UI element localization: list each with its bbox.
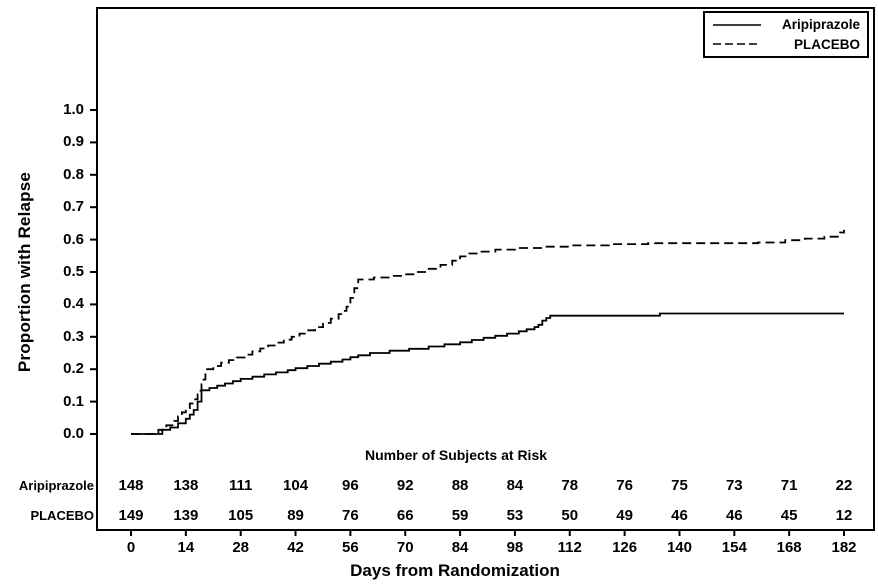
y-tick-label: 0.3 xyxy=(63,327,84,345)
y-tick-label: 0.1 xyxy=(63,392,84,410)
risk-count-aripiprazole: 75 xyxy=(671,477,688,494)
risk-count-aripiprazole: 78 xyxy=(561,477,579,494)
y-tick-label: 0.4 xyxy=(63,295,84,313)
risk-count-placebo: 12 xyxy=(835,507,853,524)
risk-count-placebo: 149 xyxy=(118,507,144,524)
risk-count-placebo: 66 xyxy=(396,507,414,524)
y-tick-label: 0.0 xyxy=(63,425,84,442)
y-axis-title: Proportion with Relapse xyxy=(15,171,34,373)
risk-count-placebo: 46 xyxy=(725,507,743,524)
risk-count-placebo: 53 xyxy=(506,507,524,524)
risk-count-placebo: 76 xyxy=(342,507,359,524)
risk-row-label-placebo: PLACEBO xyxy=(30,508,94,523)
x-tick-label: 168 xyxy=(776,539,802,556)
x-tick-label: 140 xyxy=(666,539,692,556)
risk-count-aripiprazole: 148 xyxy=(118,477,144,494)
risk-count-aripiprazole: 138 xyxy=(173,477,199,494)
x-tick-label: 126 xyxy=(612,539,638,556)
x-tick-label: 56 xyxy=(342,539,359,556)
x-tick-label: 154 xyxy=(721,539,747,556)
legend: Aripiprazole PLACEBO xyxy=(703,11,869,58)
risk-count-aripiprazole: 71 xyxy=(780,477,798,494)
risk-count-placebo: 105 xyxy=(228,507,254,524)
risk-count-placebo: 50 xyxy=(561,507,579,524)
x-tick-label: 0 xyxy=(126,539,136,556)
y-tick-label: 0.7 xyxy=(63,198,84,216)
risk-count-placebo: 59 xyxy=(451,507,469,524)
y-tick-label: 0.2 xyxy=(63,360,84,378)
x-tick-label: 42 xyxy=(287,539,304,556)
x-tick-label: 70 xyxy=(396,539,414,556)
risk-count-aripiprazole: 111 xyxy=(229,477,253,494)
risk-count-aripiprazole: 22 xyxy=(835,477,853,494)
legend-solid-line-icon xyxy=(713,24,761,26)
risk-count-aripiprazole: 92 xyxy=(396,477,414,494)
legend-label-aripiprazole: Aripiprazole xyxy=(781,17,860,33)
risk-count-placebo: 45 xyxy=(780,507,798,524)
x-tick-label: 28 xyxy=(232,539,250,556)
risk-row-label-aripiprazole: Aripiprazole xyxy=(18,478,94,493)
y-tick-label: 0.5 xyxy=(63,263,84,280)
risk-count-aripiprazole: 88 xyxy=(451,477,469,494)
x-tick-label: 84 xyxy=(451,539,469,556)
risk-count-placebo: 139 xyxy=(173,507,199,524)
y-tick-label: 0.9 xyxy=(63,133,84,151)
risk-count-aripiprazole: 84 xyxy=(506,477,524,494)
risk-count-aripiprazole: 104 xyxy=(283,477,309,494)
risk-count-aripiprazole: 73 xyxy=(725,477,743,494)
plot-frame xyxy=(96,7,875,531)
risk-count-aripiprazole: 76 xyxy=(616,477,633,494)
y-tick-label: 0.6 xyxy=(63,230,84,248)
legend-entry-aripiprazole: Aripiprazole xyxy=(712,17,860,32)
x-tick-label: 14 xyxy=(177,539,195,556)
y-tick-label: 1.0 xyxy=(63,101,84,118)
series-line-aripiprazole xyxy=(131,312,844,435)
x-tick-label: 98 xyxy=(506,539,524,556)
y-tick-label: 0.8 xyxy=(63,165,84,183)
x-axis-title: Days from Randomization xyxy=(350,561,560,580)
x-tick-label: 112 xyxy=(557,539,582,556)
risk-count-placebo: 49 xyxy=(616,507,633,524)
risk-count-aripiprazole: 96 xyxy=(342,477,359,494)
series-line-placebo xyxy=(131,229,845,435)
legend-dashed-line-icon xyxy=(713,43,761,45)
x-tick-label: 182 xyxy=(831,539,857,556)
risk-table-title: Number of Subjects at Risk xyxy=(364,447,548,463)
risk-count-placebo: 89 xyxy=(287,507,304,524)
legend-label-placebo: PLACEBO xyxy=(793,36,860,52)
legend-entry-placebo: PLACEBO xyxy=(712,37,860,52)
risk-count-placebo: 46 xyxy=(671,507,688,524)
